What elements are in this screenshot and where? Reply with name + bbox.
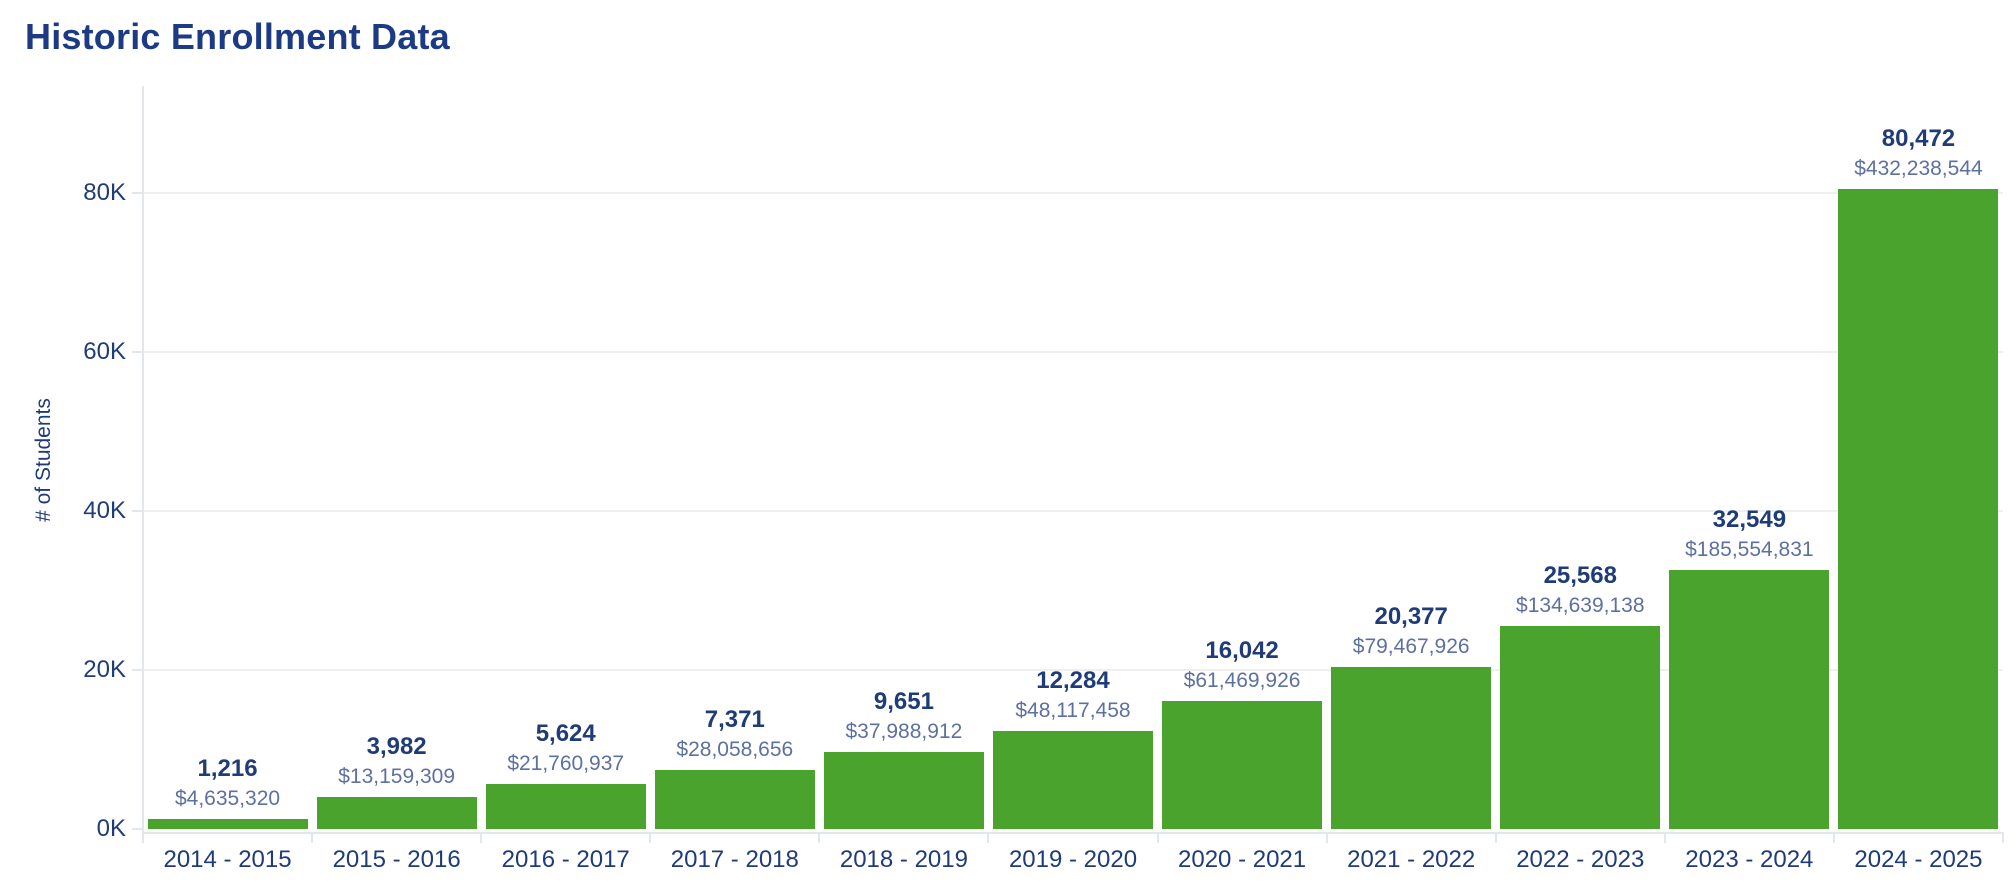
bar-value-dollars-2019-2020: $48,117,458 (1015, 699, 1131, 723)
x-tick-label-2022-2023: 2022 - 2023 (1516, 846, 1645, 873)
y-tick-60k (132, 351, 143, 353)
x-tick-7 (1325, 833, 1328, 843)
bar-value-dollars-2016-2017: $21,760,937 (507, 752, 625, 776)
y-tick-80k (132, 192, 143, 194)
x-tick-9 (1663, 833, 1666, 843)
y-tick-0k (132, 828, 143, 830)
x-tick-label-2019-2020: 2019 - 2020 (1008, 846, 1138, 873)
chart-title: Historic Enrollment Data (25, 16, 450, 57)
y-tick-20k (132, 669, 143, 671)
gridline-40k (143, 510, 2003, 512)
x-tick-label-2020-2021: 2020 - 2021 (1178, 846, 1307, 873)
x-tick-6 (1156, 833, 1159, 843)
x-tick-10 (1832, 833, 1835, 843)
bar-2022-2023[interactable] (1500, 625, 1661, 829)
bar-value-students-2015-2016: 3,982 (366, 733, 427, 761)
bar-value-dollars-2024-2025: $432,238,544 (1854, 157, 1983, 181)
bar-2014-2015[interactable] (147, 819, 308, 829)
bar-2015-2016[interactable] (316, 797, 477, 829)
bar-2021-2022[interactable] (1331, 667, 1492, 829)
bar-value-students-2018-2019: 9,651 (873, 688, 934, 716)
x-tick-label-2024-2025: 2024 - 2025 (1854, 846, 1983, 873)
gridline-80k (143, 192, 2003, 194)
bar-2019-2020[interactable] (992, 731, 1154, 829)
bar-value-students-2020-2021: 16,042 (1205, 637, 1279, 665)
bar-value-dollars-2023-2024: $185,554,831 (1685, 538, 1814, 562)
x-tick-0 (142, 833, 144, 843)
y-tick-label-60k: 60K (83, 338, 126, 365)
x-tick-label-2023-2024: 2023 - 2024 (1685, 846, 1814, 873)
bar-2024-2025[interactable] (1838, 189, 1999, 829)
bar-2023-2024[interactable] (1669, 570, 1830, 829)
x-tick-5 (987, 833, 990, 843)
bar-value-students-2014-2015: 1,216 (197, 755, 258, 783)
bar-value-dollars-2015-2016: $13,159,309 (338, 765, 456, 789)
bar-value-students-2019-2020: 12,284 (1036, 667, 1110, 695)
y-tick-label-40k: 40K (83, 497, 126, 524)
bar-value-dollars-2018-2019: $37,988,912 (845, 720, 963, 744)
x-tick-3 (649, 833, 652, 843)
bar-2017-2018[interactable] (654, 770, 815, 829)
y-tick-label-0k: 0K (96, 815, 126, 842)
x-tick-label-2018-2019: 2018 - 2019 (839, 846, 968, 873)
x-tick-1 (311, 833, 314, 843)
y-tick-label-20k: 20K (83, 656, 126, 683)
bar-2018-2019[interactable] (823, 752, 984, 829)
bar-value-dollars-2014-2015: $4,635,320 (174, 787, 281, 811)
x-tick-2 (480, 833, 483, 843)
bar-value-dollars-2022-2023: $134,639,138 (1516, 593, 1645, 617)
bar-2016-2017[interactable] (485, 784, 646, 829)
gridline-60k (143, 351, 2003, 353)
bar-value-students-2023-2024: 32,549 (1712, 506, 1787, 534)
bar-value-dollars-2020-2021: $61,469,926 (1183, 669, 1301, 693)
x-tick-label-2021-2022: 2021 - 2022 (1347, 846, 1476, 873)
bar-value-students-2021-2022: 20,377 (1374, 603, 1448, 630)
bar-2020-2021[interactable] (1162, 701, 1323, 829)
bar-value-dollars-2017-2018: $28,058,656 (676, 738, 794, 762)
gridline-20k (143, 669, 2003, 671)
bar-value-students-2024-2025: 80,472 (1881, 125, 1956, 153)
y-axis-line (142, 86, 144, 833)
x-tick-8 (1494, 833, 1497, 843)
x-tick-label-2016-2017: 2016 - 2017 (501, 846, 630, 873)
x-tick-11 (2002, 833, 2004, 843)
bar-value-students-2022-2023: 25,568 (1543, 561, 1617, 589)
bar-value-students-2017-2018: 7,371 (704, 706, 765, 734)
x-tick-label-2017-2018: 2017 - 2018 (670, 846, 799, 873)
y-tick-label-80k: 80K (83, 179, 126, 206)
x-tick-4 (818, 833, 821, 843)
x-axis-line (142, 832, 2004, 834)
x-tick-label-2014-2015: 2014 - 2015 (163, 846, 292, 873)
bar-value-dollars-2021-2022: $79,467,926 (1352, 635, 1470, 658)
y-tick-40k (132, 510, 143, 512)
x-tick-label-2015-2016: 2015 - 2016 (332, 846, 461, 873)
bar-value-students-2016-2017: 5,624 (535, 720, 596, 748)
